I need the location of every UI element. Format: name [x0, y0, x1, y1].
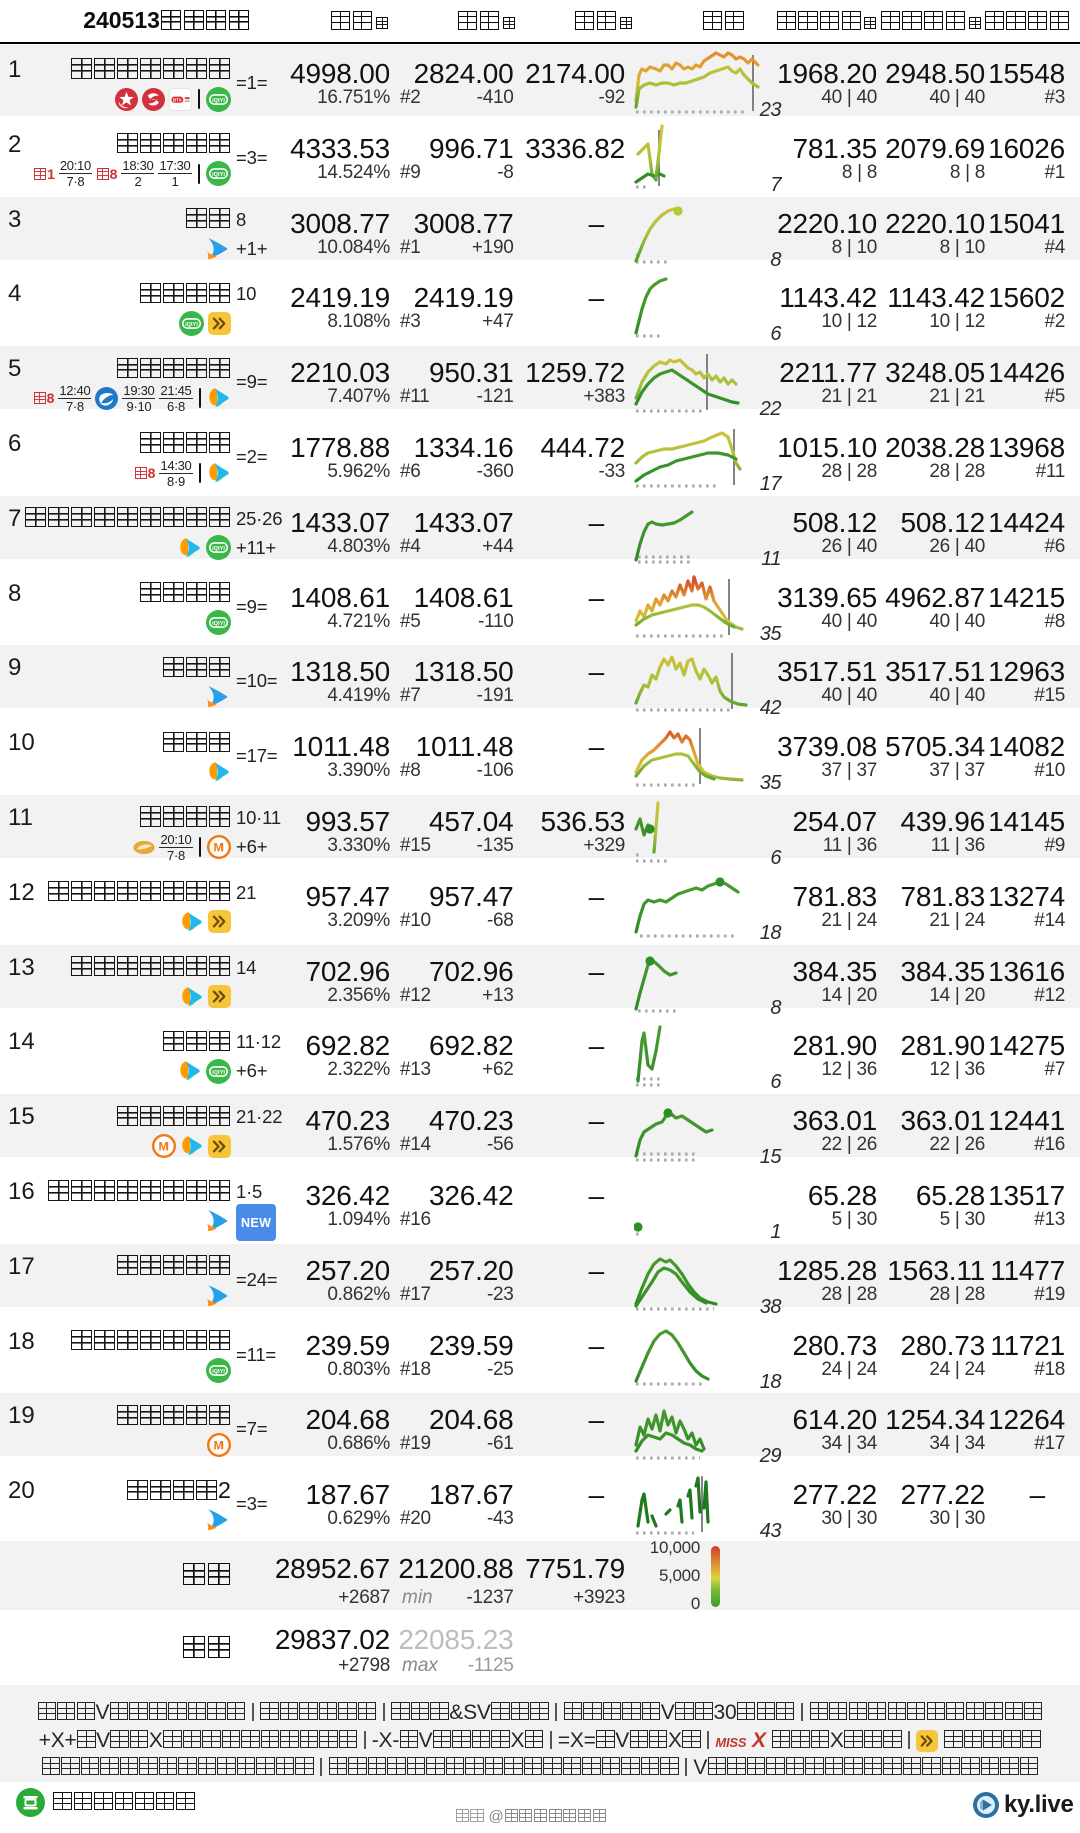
svg-text:iQIYI: iQIYI	[212, 98, 225, 104]
svg-text:iQIYI: iQIYI	[212, 547, 225, 553]
svg-text:iQIYI: iQIYI	[185, 322, 198, 328]
svg-text:iQIYI: iQIYI	[212, 621, 225, 627]
svg-text:M: M	[214, 840, 224, 854]
svg-text:BTV: BTV	[172, 97, 181, 102]
svg-text:iQIYI: iQIYI	[212, 1070, 225, 1076]
svg-text:iQIYI: iQIYI	[212, 173, 225, 179]
svg-text:iQIYI: iQIYI	[212, 1369, 225, 1375]
svg-text:M: M	[214, 1439, 224, 1453]
svg-text:M: M	[159, 1139, 169, 1153]
